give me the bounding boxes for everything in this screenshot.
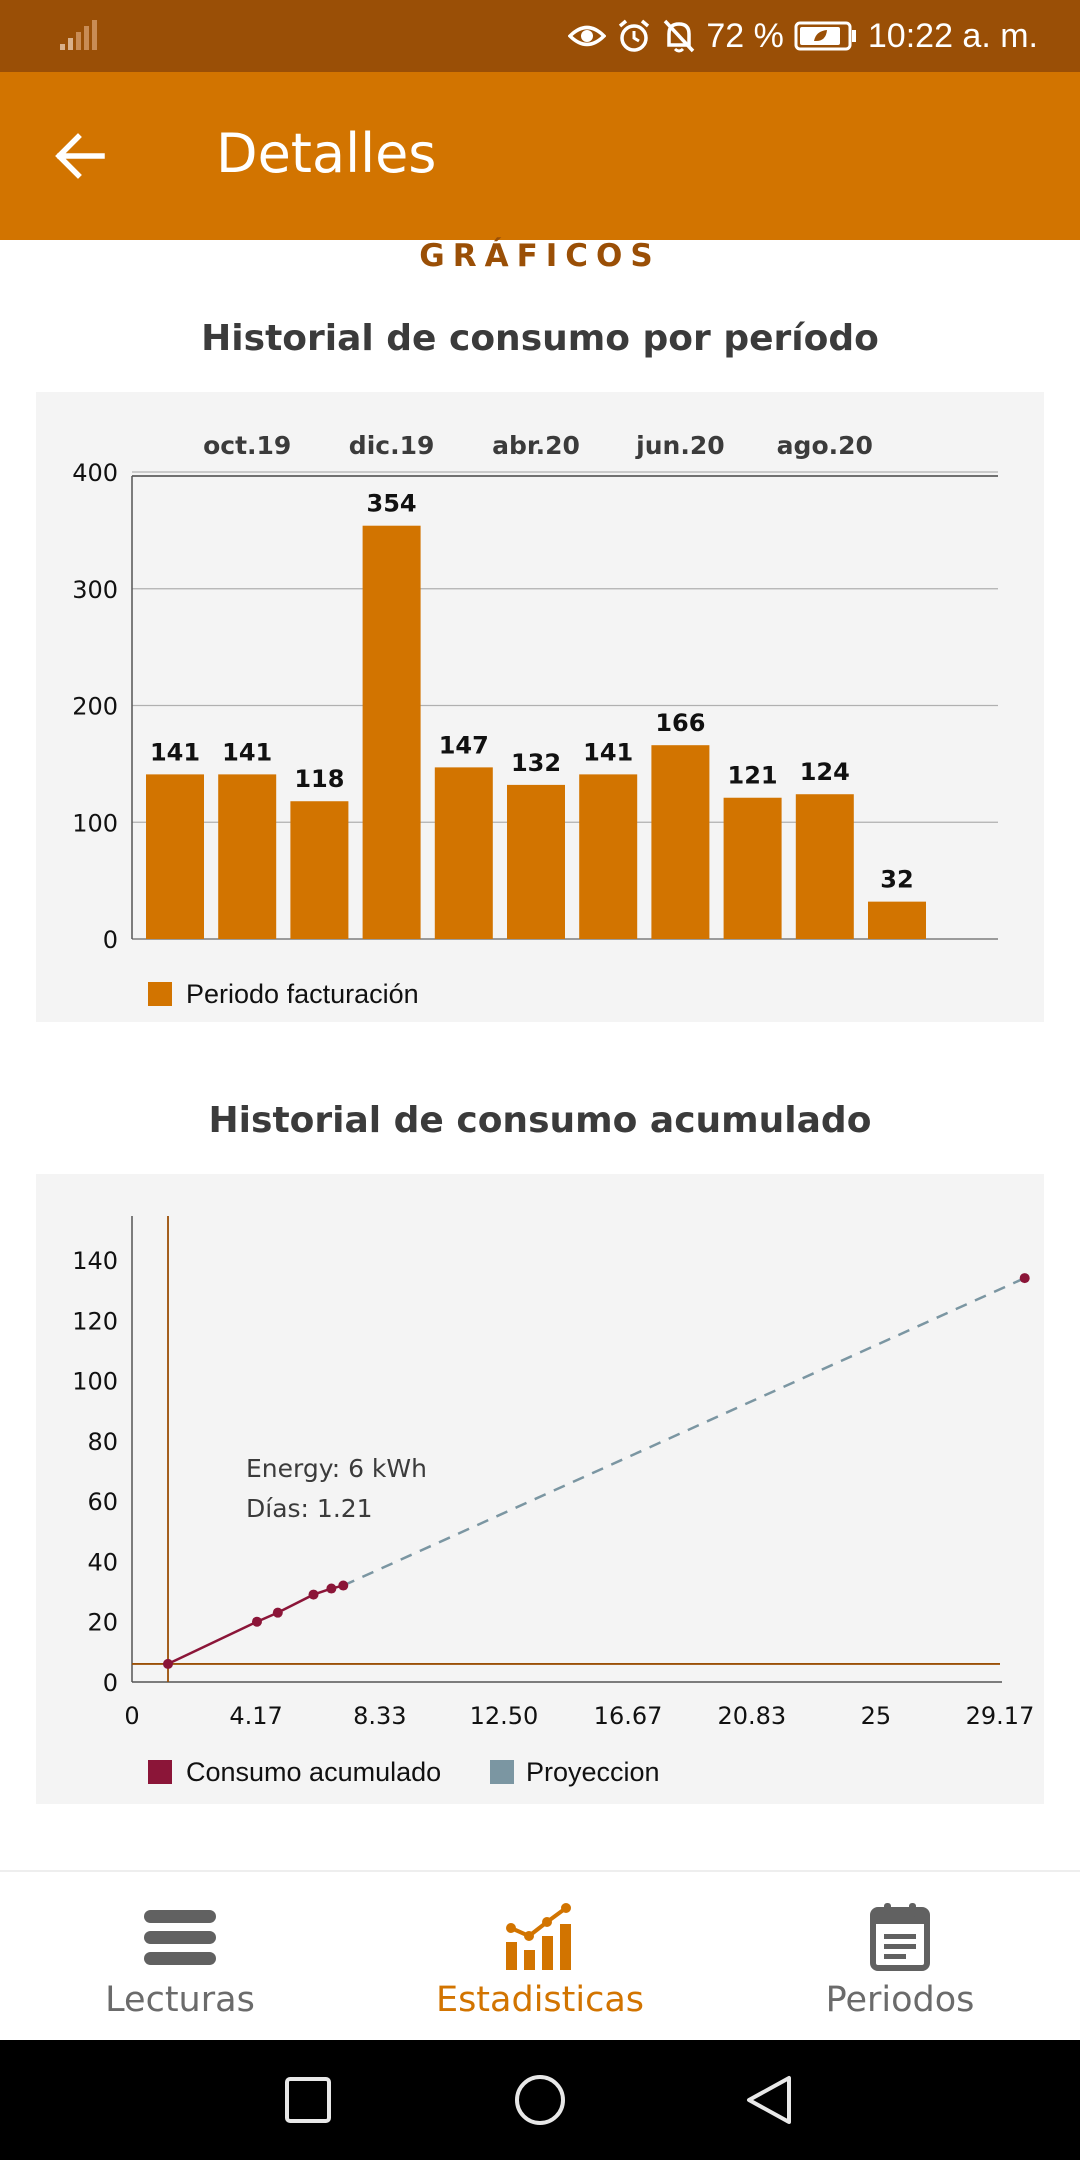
bar — [218, 774, 277, 939]
consumo-point — [163, 1658, 174, 1669]
line-chart-title: Historial de consumo acumulado — [208, 1100, 872, 1141]
y-tick-label: 140 — [72, 1247, 118, 1275]
y-tick-label: 100 — [72, 1368, 118, 1396]
system-navigation-bar — [0, 2040, 1080, 2160]
tooltip-energy: Energy: 6 kWh — [246, 1454, 427, 1483]
y-tick-label: 300 — [72, 576, 118, 604]
x-tick-label: 25 — [861, 1702, 892, 1730]
eye-icon — [568, 25, 607, 47]
x-tick-label: 29.17 — [966, 1702, 1035, 1730]
y-tick-label: 100 — [72, 809, 118, 837]
app-bar: Detalles — [0, 72, 1080, 240]
consumo-point — [326, 1583, 337, 1594]
bar-value-label: 32 — [880, 866, 913, 894]
nav-label-estadisticas: Estadisticas — [435, 1980, 645, 2020]
line-chart: 0 20 40 60 80 100 120 140 0 4.17 8.33 12.50 16.67 20.… — [72, 1216, 1035, 1787]
bar-chart-card: 0 100 200 300 400 141 141 118 354 147 132 141 166 121… — [36, 392, 1044, 1022]
x-tick-label: 4.17 — [229, 1702, 282, 1730]
home-icon[interactable] — [514, 2074, 566, 2126]
bar — [723, 797, 782, 939]
consumo-point — [272, 1607, 283, 1618]
x-tick-label: 12.50 — [470, 1702, 539, 1730]
alarm-icon — [619, 19, 650, 52]
consumo-point — [251, 1616, 262, 1627]
bar-value-label: 132 — [511, 749, 561, 777]
battery-saver-icon — [794, 21, 856, 51]
nav-item-periodos[interactable]: Periodos — [720, 1872, 1080, 2042]
x-tick-label: oct.19 — [203, 431, 291, 460]
bar — [290, 801, 349, 939]
legend-label-periodo: Periodo facturación — [186, 979, 419, 1009]
x-tick-label: 20.83 — [717, 1702, 786, 1730]
bar-value-label: 354 — [367, 490, 417, 518]
y-tick-label: 0 — [103, 1669, 118, 1697]
x-tick-label: 0 — [124, 1702, 139, 1730]
page-title: Detalles — [216, 122, 437, 185]
x-tick-label: jun.20 — [635, 431, 724, 460]
x-tick-label: abr.20 — [492, 431, 580, 460]
bar-chart: 0 100 200 300 400 141 141 118 354 147 132 141 166 121… — [72, 431, 998, 1009]
tooltip-days: Días: 1.21 — [246, 1494, 373, 1523]
battery-percent: 72 % — [706, 16, 784, 55]
y-tick-label: 200 — [72, 693, 118, 721]
legend-label-consumo: Consumo acumulado — [186, 1757, 441, 1787]
nav-label-lecturas: Lecturas — [105, 1980, 255, 2020]
stats-chart-icon — [506, 1903, 571, 1970]
legend-swatch-proyeccion — [490, 1760, 514, 1784]
recent-apps-icon[interactable] — [284, 2076, 332, 2124]
bar-chart-title: Historial de consumo por período — [201, 318, 879, 359]
x-tick-label: dic.19 — [349, 431, 435, 460]
bar-value-label: 141 — [222, 738, 272, 766]
y-tick-label: 80 — [87, 1428, 118, 1456]
status-bar: 72 % 10:22 a. m. — [0, 0, 1080, 72]
menu-lines-icon — [144, 1910, 216, 1965]
y-tick-label: 20 — [87, 1609, 118, 1637]
back-triangle-icon[interactable] — [744, 2074, 794, 2126]
consumo-point — [338, 1580, 349, 1591]
x-tick-label: 8.33 — [353, 1702, 406, 1730]
nav-item-lecturas[interactable]: Lecturas — [0, 1872, 360, 2042]
bar-value-label: 121 — [728, 762, 778, 790]
arrow-left-icon[interactable] — [52, 128, 108, 184]
y-tick-label: 60 — [87, 1488, 118, 1516]
bar-value-label: 124 — [800, 758, 850, 786]
legend-label-proyeccion: Proyeccion — [526, 1757, 660, 1787]
clock: 10:22 a. m. — [867, 16, 1038, 55]
bar-value-label: 118 — [294, 765, 344, 793]
line-chart-card: 0 20 40 60 80 100 120 140 0 4.17 8.33 12.50 16.67 20.… — [36, 1174, 1044, 1804]
bar — [434, 767, 493, 939]
y-tick-label: 40 — [87, 1548, 118, 1576]
nav-item-estadisticas[interactable]: Estadisticas — [360, 1872, 720, 2042]
notifications-off-icon — [664, 19, 695, 53]
bar — [795, 794, 854, 939]
nav-label-periodos: Periodos — [825, 1980, 975, 2020]
projection-end-point — [1019, 1273, 1030, 1284]
bar — [868, 901, 926, 939]
legend-swatch-consumo — [148, 1760, 172, 1784]
projection-line — [342, 1276, 1026, 1587]
calendar-icon — [870, 1903, 930, 1971]
section-label: GRÁFICOS — [419, 238, 661, 274]
bar — [507, 784, 565, 939]
bar — [146, 774, 204, 939]
bar-value-label: 147 — [439, 731, 489, 759]
y-tick-label: 400 — [72, 459, 118, 487]
bar-value-label: 141 — [583, 738, 633, 766]
consumo-point — [308, 1589, 319, 1600]
bottom-navigation: Lecturas Estadisticas Periodos — [0, 1870, 1080, 2040]
y-tick-label: 120 — [72, 1307, 118, 1335]
bar-value-label: 141 — [150, 738, 200, 766]
bar-value-label: 166 — [655, 709, 705, 737]
signal-icon — [60, 20, 97, 50]
x-tick-label: 16.67 — [594, 1702, 663, 1730]
bar — [651, 745, 710, 939]
x-tick-label: ago.20 — [777, 431, 873, 460]
bar — [362, 525, 421, 939]
bar — [579, 774, 638, 939]
legend-swatch-periodo — [148, 982, 172, 1006]
y-tick-label: 0 — [103, 926, 118, 954]
